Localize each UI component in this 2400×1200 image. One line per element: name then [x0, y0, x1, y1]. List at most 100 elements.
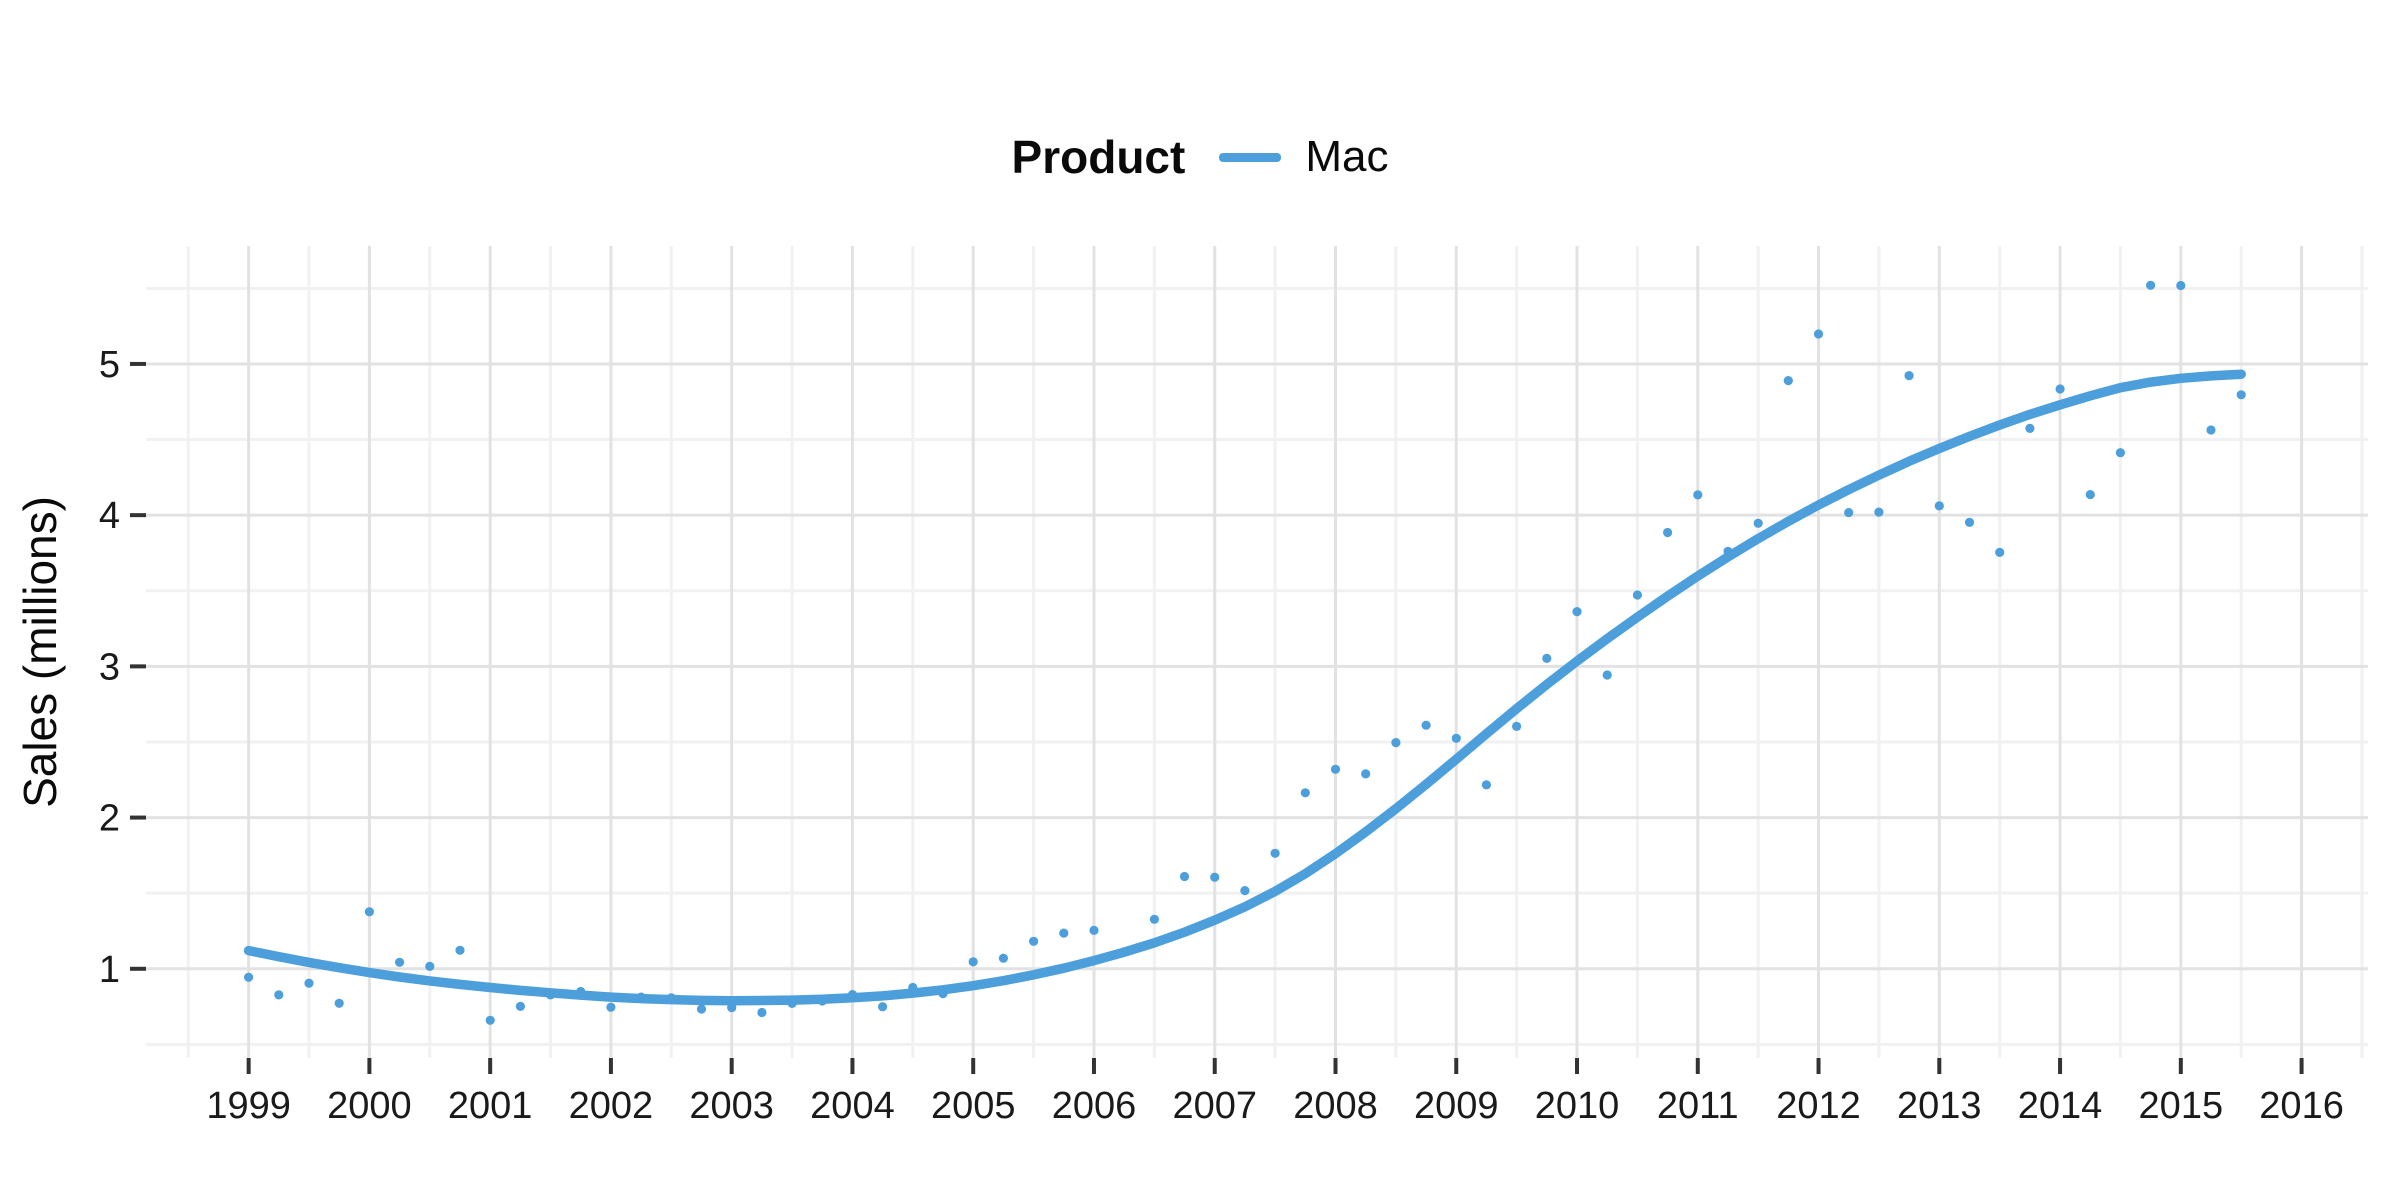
data-point — [968, 957, 978, 967]
data-point — [1693, 490, 1703, 500]
y-tick-label: 4 — [99, 495, 120, 537]
y-tick-label: 2 — [99, 798, 120, 840]
scatter-points — [244, 280, 2246, 1025]
data-point — [1602, 670, 1612, 680]
data-point — [1300, 788, 1310, 798]
data-point — [1391, 738, 1401, 748]
data-point — [515, 1001, 526, 1012]
legend: Product Mac — [0, 122, 2400, 192]
x-tick-label: 2009 — [1414, 1085, 1499, 1127]
data-point — [847, 990, 858, 1000]
data-point — [1451, 733, 1461, 743]
data-point — [787, 998, 797, 1009]
data-point — [1753, 518, 1763, 528]
minor-gridlines — [146, 246, 2368, 1058]
data-point — [1089, 925, 1099, 936]
data-point — [244, 972, 254, 982]
x-tick-label: 2015 — [2139, 1085, 2224, 1127]
data-point — [274, 990, 284, 1000]
legend-title: Product — [1011, 131, 1186, 183]
data-point — [1542, 653, 1552, 664]
data-point — [1874, 507, 1884, 517]
data-point — [1059, 928, 1069, 938]
data-point — [727, 1003, 737, 1013]
data-point — [485, 1015, 495, 1025]
y-tick-label: 1 — [99, 949, 120, 991]
data-point — [1029, 936, 1039, 946]
x-tick-label: 2007 — [1172, 1085, 1257, 1127]
data-point — [425, 961, 435, 972]
x-tick-label: 2014 — [2018, 1085, 2103, 1127]
loess-trend-line — [243, 369, 2246, 1006]
x-tick-label: 2008 — [1293, 1085, 1378, 1127]
data-point — [1361, 769, 1371, 779]
data-point — [606, 1002, 616, 1012]
major-gridlines — [146, 246, 2368, 1058]
data-point — [1995, 547, 2005, 558]
data-point — [395, 957, 405, 967]
x-tick-label: 2002 — [569, 1085, 654, 1127]
data-point — [1813, 329, 1824, 339]
data-point — [2236, 390, 2246, 400]
data-point — [1844, 507, 1854, 518]
data-point — [1572, 607, 1582, 617]
data-point — [2176, 280, 2186, 291]
y-tick-label: 3 — [99, 646, 120, 688]
data-point — [1723, 546, 1733, 557]
axis-tick-marks — [130, 361, 2304, 1074]
data-point — [998, 953, 1009, 963]
x-tick-label: 1999 — [206, 1085, 291, 1127]
legend-item-label: Mac — [1305, 132, 1389, 181]
data-point — [1512, 721, 1522, 732]
data-point — [334, 998, 344, 1008]
data-point — [666, 993, 676, 1003]
data-point — [2146, 280, 2156, 290]
x-tick-label: 2012 — [1776, 1085, 1861, 1127]
x-tick-label: 2005 — [931, 1085, 1016, 1127]
x-tick-label: 2011 — [1657, 1085, 1739, 1127]
data-point — [1149, 914, 1159, 924]
data-point — [908, 982, 918, 993]
data-point — [817, 996, 827, 1006]
data-point — [938, 989, 948, 999]
data-point — [455, 945, 465, 955]
data-point — [1421, 720, 1431, 730]
data-point — [878, 1002, 888, 1012]
x-tick-label: 2016 — [2259, 1085, 2344, 1127]
x-tick-label: 2006 — [1052, 1085, 1137, 1127]
x-tick-label: 2010 — [1535, 1085, 1620, 1127]
data-point — [1481, 780, 1491, 790]
data-point — [2055, 384, 2065, 394]
data-point — [1663, 527, 1673, 538]
x-tick-label: 2001 — [448, 1085, 533, 1127]
x-tick-label: 2003 — [689, 1085, 774, 1127]
data-point — [304, 978, 314, 988]
x-tick-label: 2013 — [1897, 1085, 1982, 1127]
data-point — [1330, 764, 1341, 774]
data-point — [1632, 590, 1642, 600]
legend-item-mac: Mac — [1219, 132, 1388, 182]
trend-line-path — [243, 369, 2246, 1006]
data-point — [1904, 371, 1914, 381]
data-point — [1934, 501, 1944, 511]
data-point — [757, 1007, 767, 1018]
data-point — [1240, 886, 1250, 896]
data-point — [1210, 872, 1220, 882]
data-point — [576, 986, 586, 997]
x-tick-label: 2004 — [810, 1085, 895, 1127]
data-point — [2085, 490, 2095, 500]
data-point — [1119, 947, 1129, 957]
data-point — [364, 907, 374, 917]
data-point — [545, 990, 556, 1000]
data-point — [1270, 848, 1280, 858]
legend-line-swatch — [1219, 152, 1282, 162]
y-axis-title: Sales (millions) — [14, 496, 66, 808]
data-point — [696, 1004, 707, 1014]
data-point — [2025, 423, 2035, 433]
data-point — [2115, 448, 2125, 458]
x-tick-label: 2000 — [327, 1085, 412, 1127]
data-point — [2206, 425, 2216, 435]
axis-tick-labels: 1999 2000 2001 2002 2003 2004 2005 2006 2007 2008… — [99, 344, 2344, 1127]
